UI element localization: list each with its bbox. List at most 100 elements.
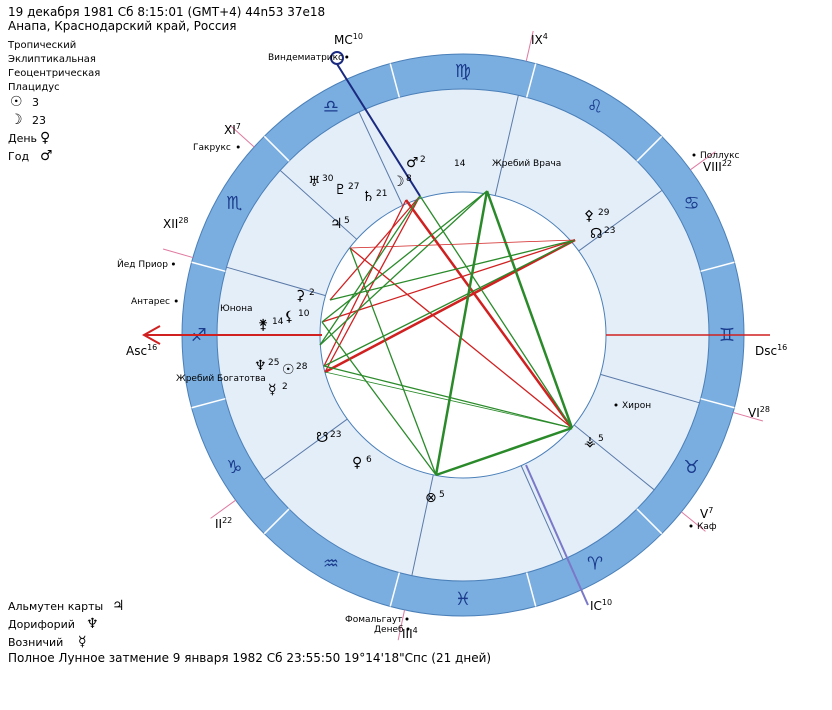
point-symbol: ♇ — [334, 182, 347, 198]
setting: Тропический — [7, 40, 76, 51]
house-label: IX4 — [531, 32, 548, 47]
point-degree: 25 — [268, 358, 279, 368]
sign-glyph: ♎ — [323, 96, 339, 117]
house-label: III4 — [402, 626, 418, 641]
house-degree: 16 — [777, 343, 787, 352]
ruler-label: Год — [8, 150, 29, 163]
point-symbol: ⚸ — [284, 309, 294, 325]
chart-label: Жребий Богатотва — [176, 374, 266, 384]
point-symbol: ☊ — [590, 226, 602, 242]
luminary-value: 23 — [32, 114, 46, 127]
footer-symbol: ☿ — [78, 634, 87, 650]
house-label: VIII22 — [703, 159, 732, 174]
point-degree: 5 — [344, 216, 350, 226]
star-label: Фомальгаут — [345, 615, 402, 625]
point-degree: 30 — [322, 174, 334, 184]
inner-circle — [319, 191, 607, 479]
ic-line — [525, 464, 589, 606]
house-cusp-outer — [732, 411, 764, 422]
house-cusp — [358, 111, 404, 206]
house-name: Asc — [126, 344, 147, 358]
house-cusp-outer — [162, 248, 194, 259]
house-degree: 28 — [178, 216, 188, 225]
house-degree: 7 — [236, 122, 241, 131]
house-cusp — [600, 373, 700, 404]
aspect — [323, 365, 573, 429]
chart-label: Жребий Врача — [492, 159, 561, 169]
sign-glyph: ♈ — [587, 554, 603, 575]
house-cusp — [494, 95, 519, 196]
setting: Плацидус — [8, 82, 60, 93]
star-marker — [171, 262, 175, 266]
house-cusp — [520, 465, 564, 560]
sign-divider — [389, 63, 401, 98]
footer-symbol: ♆ — [86, 616, 99, 632]
house-name: XI — [224, 123, 236, 137]
point-degree: 5 — [439, 490, 445, 500]
house-name: Dsc — [755, 344, 777, 358]
house-label: V7 — [700, 506, 713, 521]
luminary-symbol: ☉ — [10, 94, 23, 110]
house-label: XII28 — [163, 216, 189, 231]
house-cusp-outer — [210, 499, 236, 519]
star-label: Поллукс — [700, 151, 740, 161]
chart-label: Юнона — [220, 304, 253, 314]
star-marker — [692, 153, 696, 157]
star-marker — [236, 145, 240, 149]
point-symbol: ⚵ — [258, 317, 268, 333]
aspect — [323, 199, 407, 367]
aspect — [323, 239, 576, 367]
setting: Эклиптикальная — [8, 54, 96, 65]
house-degree: 4 — [413, 626, 418, 635]
point-degree: 23 — [604, 226, 615, 236]
point-symbol: ☉ — [282, 362, 295, 378]
point-symbol: ☋ — [316, 430, 328, 446]
point-symbol: ♄ — [362, 189, 375, 205]
house-cusp-outer — [397, 609, 406, 641]
sign-divider — [191, 261, 226, 273]
eclipse: Полное Лунное затмение 9 января 1982 Сб … — [8, 651, 491, 665]
sign-divider — [263, 135, 290, 162]
point-degree: 8 — [406, 174, 412, 184]
house-name: III — [402, 627, 413, 641]
wheel: ♍♌♋♊♉♈♓♒♑♐♏♎ — [181, 53, 745, 617]
star-marker — [614, 403, 618, 407]
aspect — [319, 190, 488, 346]
house-name: VIII — [703, 160, 722, 174]
house-degree: 4 — [543, 32, 548, 41]
house-cusp-outer — [690, 151, 716, 171]
sign-divider — [389, 572, 401, 607]
ruler-label: День — [8, 132, 37, 145]
ruler-symbol: ♀ — [40, 130, 50, 146]
house-label: VI28 — [748, 405, 770, 420]
sign-divider — [636, 508, 663, 535]
axes — [141, 51, 770, 606]
sign-glyph: ♋ — [684, 193, 700, 214]
aspect — [319, 195, 421, 346]
house-name: V — [700, 507, 709, 521]
mc-marker — [330, 51, 344, 65]
aspect — [485, 190, 574, 429]
aspect — [329, 195, 421, 301]
footer-label: Альмутен карты — [8, 600, 103, 613]
house-degree: 16 — [147, 343, 157, 352]
point-degree: 14 — [272, 317, 284, 327]
point-symbol: ⚶ — [584, 434, 596, 450]
house-label: XI7 — [224, 122, 241, 137]
aspect-lines — [319, 190, 576, 477]
sign-divider — [525, 572, 537, 607]
point-symbol: ♅ — [308, 174, 321, 190]
asc-arrow — [141, 325, 161, 345]
sign-glyph: ♍ — [455, 61, 471, 82]
house-label: Dsc16 — [755, 343, 787, 358]
star-marker — [174, 299, 178, 303]
house-name: IX — [531, 33, 543, 47]
house-name: MC — [334, 33, 353, 47]
footer-symbol: ♃ — [112, 598, 125, 614]
house-name: II — [215, 517, 222, 531]
point-symbol: ☽ — [392, 174, 405, 190]
footer-label: Дорифорий — [8, 618, 75, 631]
sign-glyph: ♏ — [226, 193, 242, 214]
sign-glyph: ♒ — [323, 554, 339, 575]
